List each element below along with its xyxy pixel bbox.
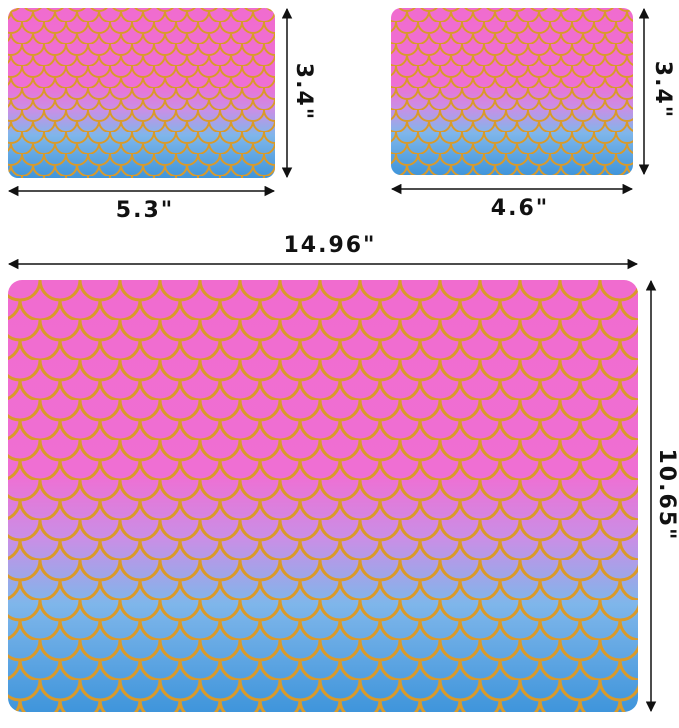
mat-large [8,280,638,712]
height-label: 3.4" [650,61,675,119]
height-label: 10.65" [654,448,679,541]
width-label: 14.96" [283,233,376,258]
height-label: 3.4" [291,63,316,121]
width-label: 5.3" [116,198,174,223]
mat-small-2 [391,8,633,175]
width-label: 4.6" [491,196,549,221]
mat-small-1 [8,8,275,178]
